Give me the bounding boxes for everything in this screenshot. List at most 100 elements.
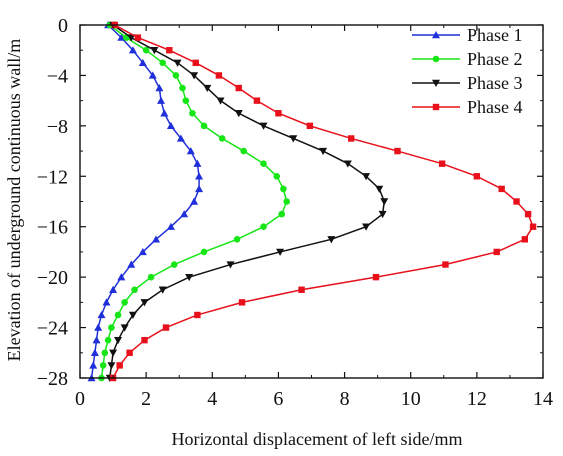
data-point: [138, 58, 147, 67]
data-point: [233, 236, 241, 243]
data-point: [193, 159, 202, 167]
data-point: [90, 348, 99, 356]
data-point: [99, 362, 107, 369]
data-point: [127, 34, 136, 42]
data-point: [97, 310, 106, 319]
y-tick-label: −28: [37, 368, 68, 390]
data-point: [218, 135, 226, 142]
data-point: [104, 336, 112, 344]
legend-label: Phase 2: [467, 49, 523, 69]
data-point: [172, 72, 180, 79]
data-point: [127, 260, 136, 268]
data-point: [185, 273, 194, 282]
data-point: [276, 248, 285, 256]
data-point: [253, 97, 261, 104]
y-tick-label: 0: [58, 15, 68, 37]
y-tick-label: −16: [37, 217, 68, 239]
y-tick-label: −4: [47, 65, 68, 87]
data-point: [493, 248, 500, 256]
data-point: [378, 210, 387, 219]
legend-item: Phase 3: [412, 73, 523, 93]
data-point: [375, 185, 384, 193]
data-point: [372, 273, 380, 281]
legend-label: Phase 3: [467, 73, 523, 93]
series-line: [90, 24, 200, 379]
data-point: [126, 349, 133, 356]
data-point: [298, 286, 305, 293]
data-point: [513, 198, 520, 205]
legend-label: Phase 4: [467, 97, 523, 117]
data-point: [203, 84, 212, 93]
data-point: [442, 261, 449, 268]
y-tick-label: −20: [37, 267, 68, 289]
x-tick-label: 8: [340, 388, 350, 410]
data-point: [159, 59, 166, 67]
data-point: [521, 236, 529, 243]
data-point: [179, 84, 186, 92]
x-tick-label: 12: [467, 388, 487, 410]
data-point: [289, 135, 298, 143]
legend: Phase 1 Phase 2 Phase 3 Phase 4: [412, 25, 523, 117]
data-point: [362, 173, 371, 181]
x-axis-label: Horizontal displacement of left side/mm: [172, 429, 463, 449]
data-point: [195, 184, 204, 193]
legend-marker: [432, 31, 440, 39]
data-point: [306, 122, 314, 130]
legend-marker: [432, 103, 440, 111]
data-point: [141, 336, 148, 344]
data-point: [131, 286, 138, 294]
legend-item: Phase 2: [412, 49, 523, 69]
data-point: [215, 72, 223, 79]
data-point: [234, 110, 243, 118]
data-point: [347, 135, 355, 142]
x-tick-label: 10: [401, 388, 421, 410]
data-point: [89, 361, 98, 369]
x-tick-label: 2: [141, 388, 151, 410]
data-point: [327, 236, 336, 244]
data-point: [278, 210, 286, 218]
data-point: [192, 59, 199, 67]
data-point: [182, 97, 190, 104]
data-point: [94, 323, 103, 331]
data-point: [283, 198, 290, 205]
x-tick-label: 0: [75, 388, 85, 410]
data-point: [142, 46, 150, 54]
data-point: [260, 223, 267, 231]
data-point: [109, 349, 118, 357]
legend-label: Phase 1: [467, 25, 523, 45]
data-point: [121, 299, 128, 306]
data-point: [200, 248, 208, 256]
data-point: [114, 336, 123, 345]
data-point: [190, 197, 199, 205]
axes-layer: 0 2 4 6 8 10 12 14 0 −4 −8 −12 −16 −20 −24 −28: [37, 15, 553, 410]
data-point: [319, 147, 328, 156]
x-tick-label: 4: [207, 388, 217, 410]
data-point: [189, 109, 196, 117]
data-point: [148, 71, 157, 79]
data-point: [140, 299, 149, 307]
data-point: [116, 362, 123, 369]
data-point: [166, 121, 175, 130]
series-2: [98, 21, 290, 382]
data-point: [147, 273, 155, 281]
data-point: [108, 324, 115, 331]
x-tick-label: 6: [273, 388, 283, 410]
data-point: [128, 311, 137, 319]
legend-marker: [432, 79, 440, 87]
data-point: [109, 285, 118, 293]
data-point: [152, 235, 161, 243]
data-point: [176, 134, 185, 142]
y-tick-label: −24: [37, 318, 68, 340]
data-point: [155, 84, 164, 92]
data-point: [343, 160, 352, 168]
data-point: [473, 173, 481, 180]
data-point: [524, 210, 532, 218]
data-point: [259, 122, 268, 130]
data-point: [380, 198, 389, 206]
data-point: [173, 59, 182, 67]
data-point: [160, 109, 169, 117]
series-1: [87, 21, 204, 382]
data-point: [138, 247, 147, 256]
data-point: [190, 72, 199, 80]
data-point: [438, 160, 446, 167]
